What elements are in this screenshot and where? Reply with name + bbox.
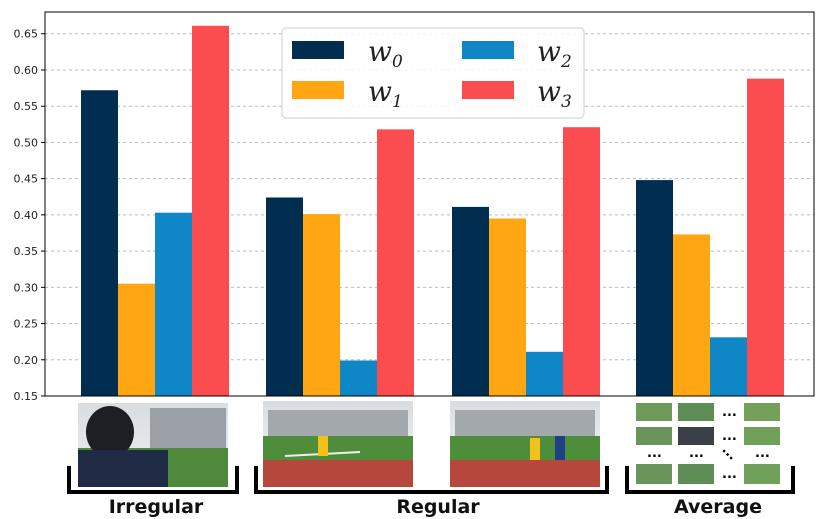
photo-regular-1-buildings xyxy=(268,410,408,436)
photo-regular-2-track xyxy=(450,460,600,487)
legend-swatch-w2 xyxy=(462,41,514,59)
legend-entry-w1: w1 xyxy=(292,75,403,112)
ellipsis-row-1: ... xyxy=(722,405,737,420)
photo-regular-2-buildings xyxy=(455,410,595,436)
group-label-regular: Regular xyxy=(396,496,480,518)
thumb-7 xyxy=(636,464,672,484)
bar-w0-group-2 xyxy=(452,206,489,396)
thumb-2 xyxy=(678,403,714,421)
bracket-regular xyxy=(254,466,609,494)
ellipsis-col-2: ... xyxy=(689,446,704,461)
photo-irregular-buildings xyxy=(150,408,226,448)
legend: w0 w1 w2 w3 xyxy=(281,27,585,119)
legend-swatch-w0 xyxy=(292,41,344,59)
legend-entry-w3: w3 xyxy=(462,75,572,112)
y-tick-label: 0.40 xyxy=(14,209,39,222)
y-tick-label: 0.55 xyxy=(14,100,39,113)
bar-w0-group-1 xyxy=(266,197,303,396)
bar-w1-group-0 xyxy=(118,283,155,396)
bar-w2-group-0 xyxy=(155,212,192,396)
bar-w3-group-1 xyxy=(377,129,414,396)
legend-label-w2: w2 xyxy=(537,35,572,72)
legend-label-w1: w1 xyxy=(368,75,403,112)
bar-w2-group-1 xyxy=(340,360,377,396)
photo-regular-2 xyxy=(450,401,600,487)
thumb-8 xyxy=(678,464,714,484)
photo-grid-average: ... ... ... ... ... ... ... xyxy=(636,403,780,484)
bar-w3-group-2 xyxy=(563,127,600,396)
y-tick-label: 0.15 xyxy=(14,390,39,403)
legend-entry-w2: w2 xyxy=(462,35,572,72)
bar-w3-group-3 xyxy=(747,78,784,396)
y-tick-label: 0.35 xyxy=(14,245,39,258)
legend-swatch-w3 xyxy=(462,81,514,99)
y-tick-label: 0.45 xyxy=(14,173,39,186)
y-tick-label: 0.20 xyxy=(14,354,39,367)
legend-entry-w0: w0 xyxy=(292,35,403,72)
plot-frame xyxy=(44,11,815,397)
photo-regular-1-track xyxy=(263,460,413,487)
thumb-6 xyxy=(744,427,780,445)
bars xyxy=(81,25,784,396)
bar-w3-group-0 xyxy=(192,25,229,396)
legend-label-w0: w0 xyxy=(368,35,403,72)
photo-regular-2-runner-2 xyxy=(555,436,565,460)
bar-w1-group-2 xyxy=(489,218,526,396)
bar-w0-group-3 xyxy=(636,180,673,396)
photo-regular-2-grass xyxy=(450,436,600,460)
bracket-irregular xyxy=(67,466,239,494)
ellipsis-col-1: ... xyxy=(647,446,662,461)
legend-swatch-w1 xyxy=(292,81,344,99)
y-tick-label: 0.30 xyxy=(14,281,39,294)
thumb-3 xyxy=(744,403,780,421)
photo-regular-2-runner xyxy=(530,438,540,460)
bar-w0-group-0 xyxy=(81,90,118,396)
bar-w1-group-3 xyxy=(673,234,710,396)
y-tick-label: 0.50 xyxy=(14,136,39,149)
photo-irregular xyxy=(78,403,228,487)
thumb-9 xyxy=(744,464,780,484)
group-label-average: Average xyxy=(674,496,762,518)
thumb-4 xyxy=(636,427,672,445)
ellipsis-col-3: ... xyxy=(755,446,770,461)
photo-irregular-head xyxy=(86,406,134,458)
ellipsis-row-3: ... xyxy=(722,467,737,482)
bracket-average xyxy=(625,466,795,494)
legend-label-w3: w3 xyxy=(537,75,572,112)
y-axis-ticks: 0.15 0.20 0.25 0.30 0.35 0.40 0.45 0.50 0.55 0.60… xyxy=(14,28,45,403)
bar-w2-group-3 xyxy=(710,337,747,396)
y-tick-label: 0.65 xyxy=(14,28,39,41)
bar-w1-group-1 xyxy=(303,214,340,396)
photo-regular-1 xyxy=(263,401,413,487)
group-label-irregular: Irregular xyxy=(109,496,204,518)
bar-w2-group-2 xyxy=(526,351,563,396)
y-tick-label: 0.60 xyxy=(14,64,39,77)
ellipsis-diagonal: ... xyxy=(719,442,740,463)
photo-regular-1-runner xyxy=(318,436,328,456)
ellipsis-row-2: ... xyxy=(722,429,737,444)
photo-irregular-shoulders xyxy=(78,450,168,487)
thumb-1 xyxy=(636,403,672,421)
thumb-5 xyxy=(678,427,714,445)
y-tick-label: 0.25 xyxy=(14,318,39,331)
